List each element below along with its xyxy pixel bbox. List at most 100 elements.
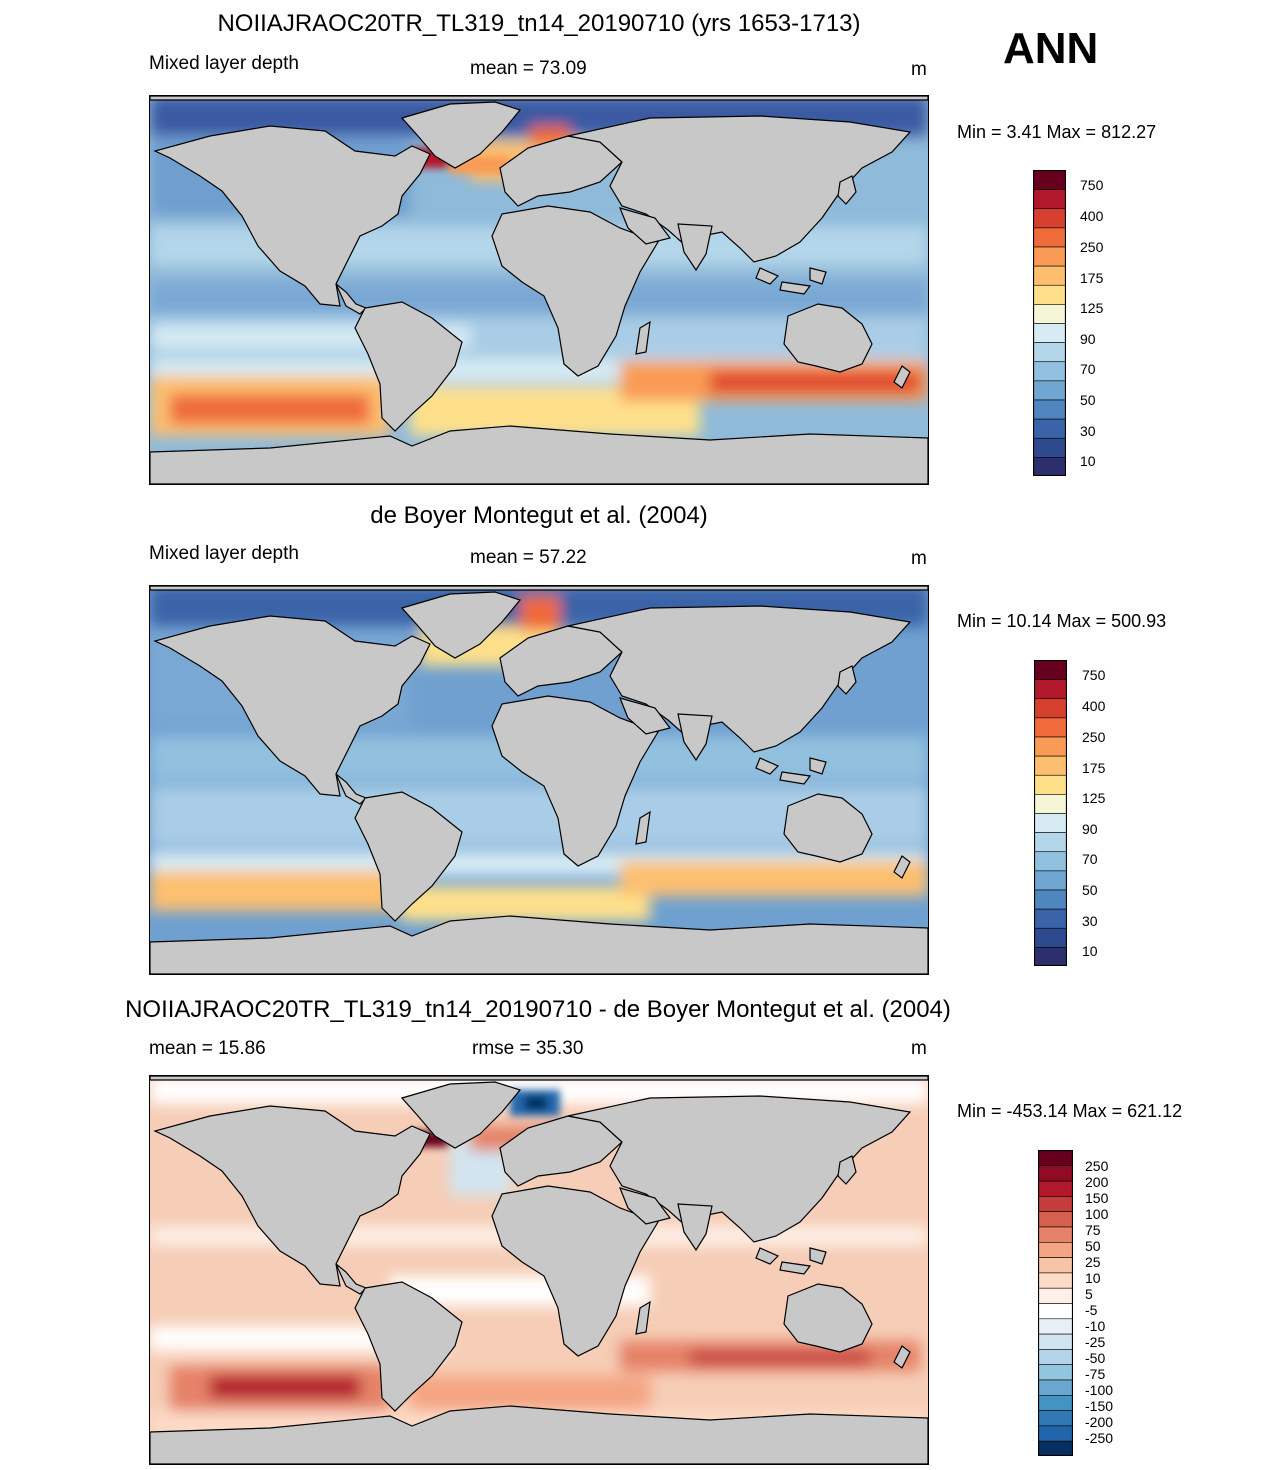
colorbar-swatch — [1034, 660, 1067, 680]
colorbar-swatch — [1033, 265, 1066, 286]
panel-3-map-svg — [150, 1076, 928, 1464]
panel-2-colorbar-label: 30 — [1082, 913, 1098, 929]
colorbar-swatch — [1033, 170, 1066, 190]
colorbar-swatch — [1033, 418, 1066, 439]
colorbar-border — [1033, 659, 1068, 967]
colorbar-swatch — [1034, 813, 1067, 833]
panel-3-colorbar-label: -100 — [1085, 1382, 1114, 1398]
panel-2-colorbar-label: 90 — [1082, 821, 1098, 837]
colorbar-swatch — [1038, 1425, 1073, 1442]
colorbar-swatch — [1038, 1303, 1073, 1320]
panel-2-colorbar-label: 750 — [1082, 667, 1106, 683]
colorbar-swatch — [1033, 323, 1066, 343]
panel-1-map — [149, 95, 929, 485]
panel-2-colorbar-label: 10 — [1082, 943, 1098, 959]
colorbar-swatch — [1038, 1333, 1073, 1350]
panel-2-variable-label: Mixed layer depth — [149, 543, 299, 564]
panel-3-mean-label: mean = 15.86 — [149, 1038, 266, 1059]
colorbar-swatch — [1033, 342, 1066, 363]
colorbar-swatch — [1038, 1440, 1073, 1457]
colorbar-swatch — [1034, 927, 1067, 948]
panel-2-mean-label: mean = 57.22 — [470, 547, 587, 568]
panel-1-colorbar-label: 175 — [1080, 270, 1104, 286]
panel-3-colorbar-label: 5 — [1085, 1286, 1093, 1302]
panel-1-colorbar-label: 125 — [1080, 300, 1104, 316]
panel-1-colorbar-svg — [1032, 169, 1067, 477]
colorbar-swatch — [1038, 1364, 1073, 1381]
panel-3-minmax: Min = -453.14 Max = 621.12 — [957, 1101, 1183, 1121]
colorbar-swatch — [1033, 437, 1066, 458]
colorbar-swatch — [1038, 1180, 1073, 1197]
panel-3-map — [149, 1075, 929, 1465]
panel-3-colorbar-label: 75 — [1085, 1222, 1101, 1238]
colorbar-swatch — [1038, 1410, 1073, 1427]
colorbar-swatch — [1034, 698, 1067, 719]
panel-3-colorbar-label: 250 — [1085, 1158, 1109, 1174]
colorbar-swatch — [1038, 1211, 1073, 1228]
colorbar-swatch — [1033, 361, 1066, 382]
panel-2-colorbar-label: 125 — [1082, 790, 1106, 806]
panel-1-map-svg — [150, 96, 928, 484]
colorbar-swatch — [1033, 399, 1066, 420]
colorbar-swatch — [1038, 1196, 1073, 1213]
colorbar-swatch — [1033, 246, 1066, 267]
colorbar-swatch — [1038, 1150, 1073, 1167]
colorbar-swatch — [1038, 1379, 1073, 1396]
colorbar-swatch — [1033, 208, 1066, 229]
colorbar-swatch — [1034, 736, 1067, 757]
colorbar-swatch — [1038, 1165, 1073, 1182]
colorbar-swatch — [1038, 1272, 1073, 1289]
panel-2-colorbar-label: 175 — [1082, 760, 1106, 776]
panel-1-colorbar-label: 90 — [1080, 331, 1096, 347]
panel-2-colorbar-label: 70 — [1082, 851, 1098, 867]
colorbar-swatch — [1038, 1257, 1073, 1274]
panel-2-minmax: Min = 10.14 Max = 500.93 — [957, 611, 1167, 631]
colorbar-swatch — [1033, 304, 1066, 324]
panel-1-colorbar-label: 400 — [1080, 208, 1104, 224]
colorbar-swatch — [1034, 774, 1067, 795]
colorbar-swatch — [1038, 1287, 1073, 1304]
panel-3-colorbar-svg — [1037, 1149, 1074, 1457]
panel-1-minmax: Min = 3.41 Max = 812.27 — [957, 122, 1157, 142]
panel-3-colorbar-label: 200 — [1085, 1174, 1109, 1190]
panel-3-colorbar-label: 50 — [1085, 1238, 1101, 1254]
colorbar-swatch — [1034, 947, 1067, 967]
panel-1-colorbar-label: 70 — [1080, 361, 1096, 377]
panel-3-colorbar-label: -75 — [1085, 1366, 1106, 1382]
colorbar-swatch — [1038, 1226, 1073, 1243]
panel-1-title: NOIIAJRAOC20TR_TL319_tn14_20190710 (yrs … — [217, 10, 861, 37]
panel-1-units: m — [911, 59, 927, 80]
panel-1-mean-label: mean = 73.09 — [470, 58, 587, 79]
panel-2-title: de Boyer Montegut et al. (2004) — [370, 502, 708, 529]
colorbar-swatch — [1034, 908, 1067, 929]
panel-3-colorbar-label: -200 — [1085, 1414, 1114, 1430]
colorbar-swatch — [1034, 755, 1067, 776]
colorbar-swatch — [1034, 794, 1067, 814]
panel-3-colorbar-label: -150 — [1085, 1398, 1114, 1414]
panel-3-colorbar-label: -5 — [1085, 1302, 1098, 1318]
colorbar-swatch — [1034, 679, 1067, 700]
panel-1-colorbar-label: 10 — [1080, 453, 1096, 469]
panel-3-units: m — [911, 1038, 927, 1059]
panel-1-colorbar — [1032, 169, 1067, 477]
panel-3-colorbar-label: 10 — [1085, 1270, 1101, 1286]
panel-1-colorbar-label: 50 — [1080, 392, 1096, 408]
panel-3-colorbar-label: -10 — [1085, 1318, 1106, 1334]
panel-3-colorbar-label: -25 — [1085, 1334, 1106, 1350]
panel-3-colorbar-label: 100 — [1085, 1206, 1109, 1222]
colorbar-swatch — [1034, 851, 1067, 872]
panel-2-colorbar-label: 250 — [1082, 729, 1106, 745]
panel-3-rmse-label: rmse = 35.30 — [472, 1038, 584, 1059]
panel-1-variable-label: Mixed layer depth — [149, 53, 299, 74]
panel-1-colorbar-label: 750 — [1080, 177, 1104, 193]
colorbar-swatch — [1038, 1318, 1073, 1335]
panel-3-colorbar-label: -50 — [1085, 1350, 1106, 1366]
colorbar-swatch — [1038, 1349, 1073, 1365]
colorbar-swatch — [1034, 870, 1067, 891]
colorbar-swatch — [1034, 717, 1067, 738]
panel-2-colorbar-label: 50 — [1082, 882, 1098, 898]
panel-3-colorbar — [1037, 1149, 1074, 1457]
colorbar-swatch — [1033, 189, 1066, 210]
panel-2-map-svg — [150, 586, 928, 974]
season-label: ANN — [1003, 24, 1099, 73]
